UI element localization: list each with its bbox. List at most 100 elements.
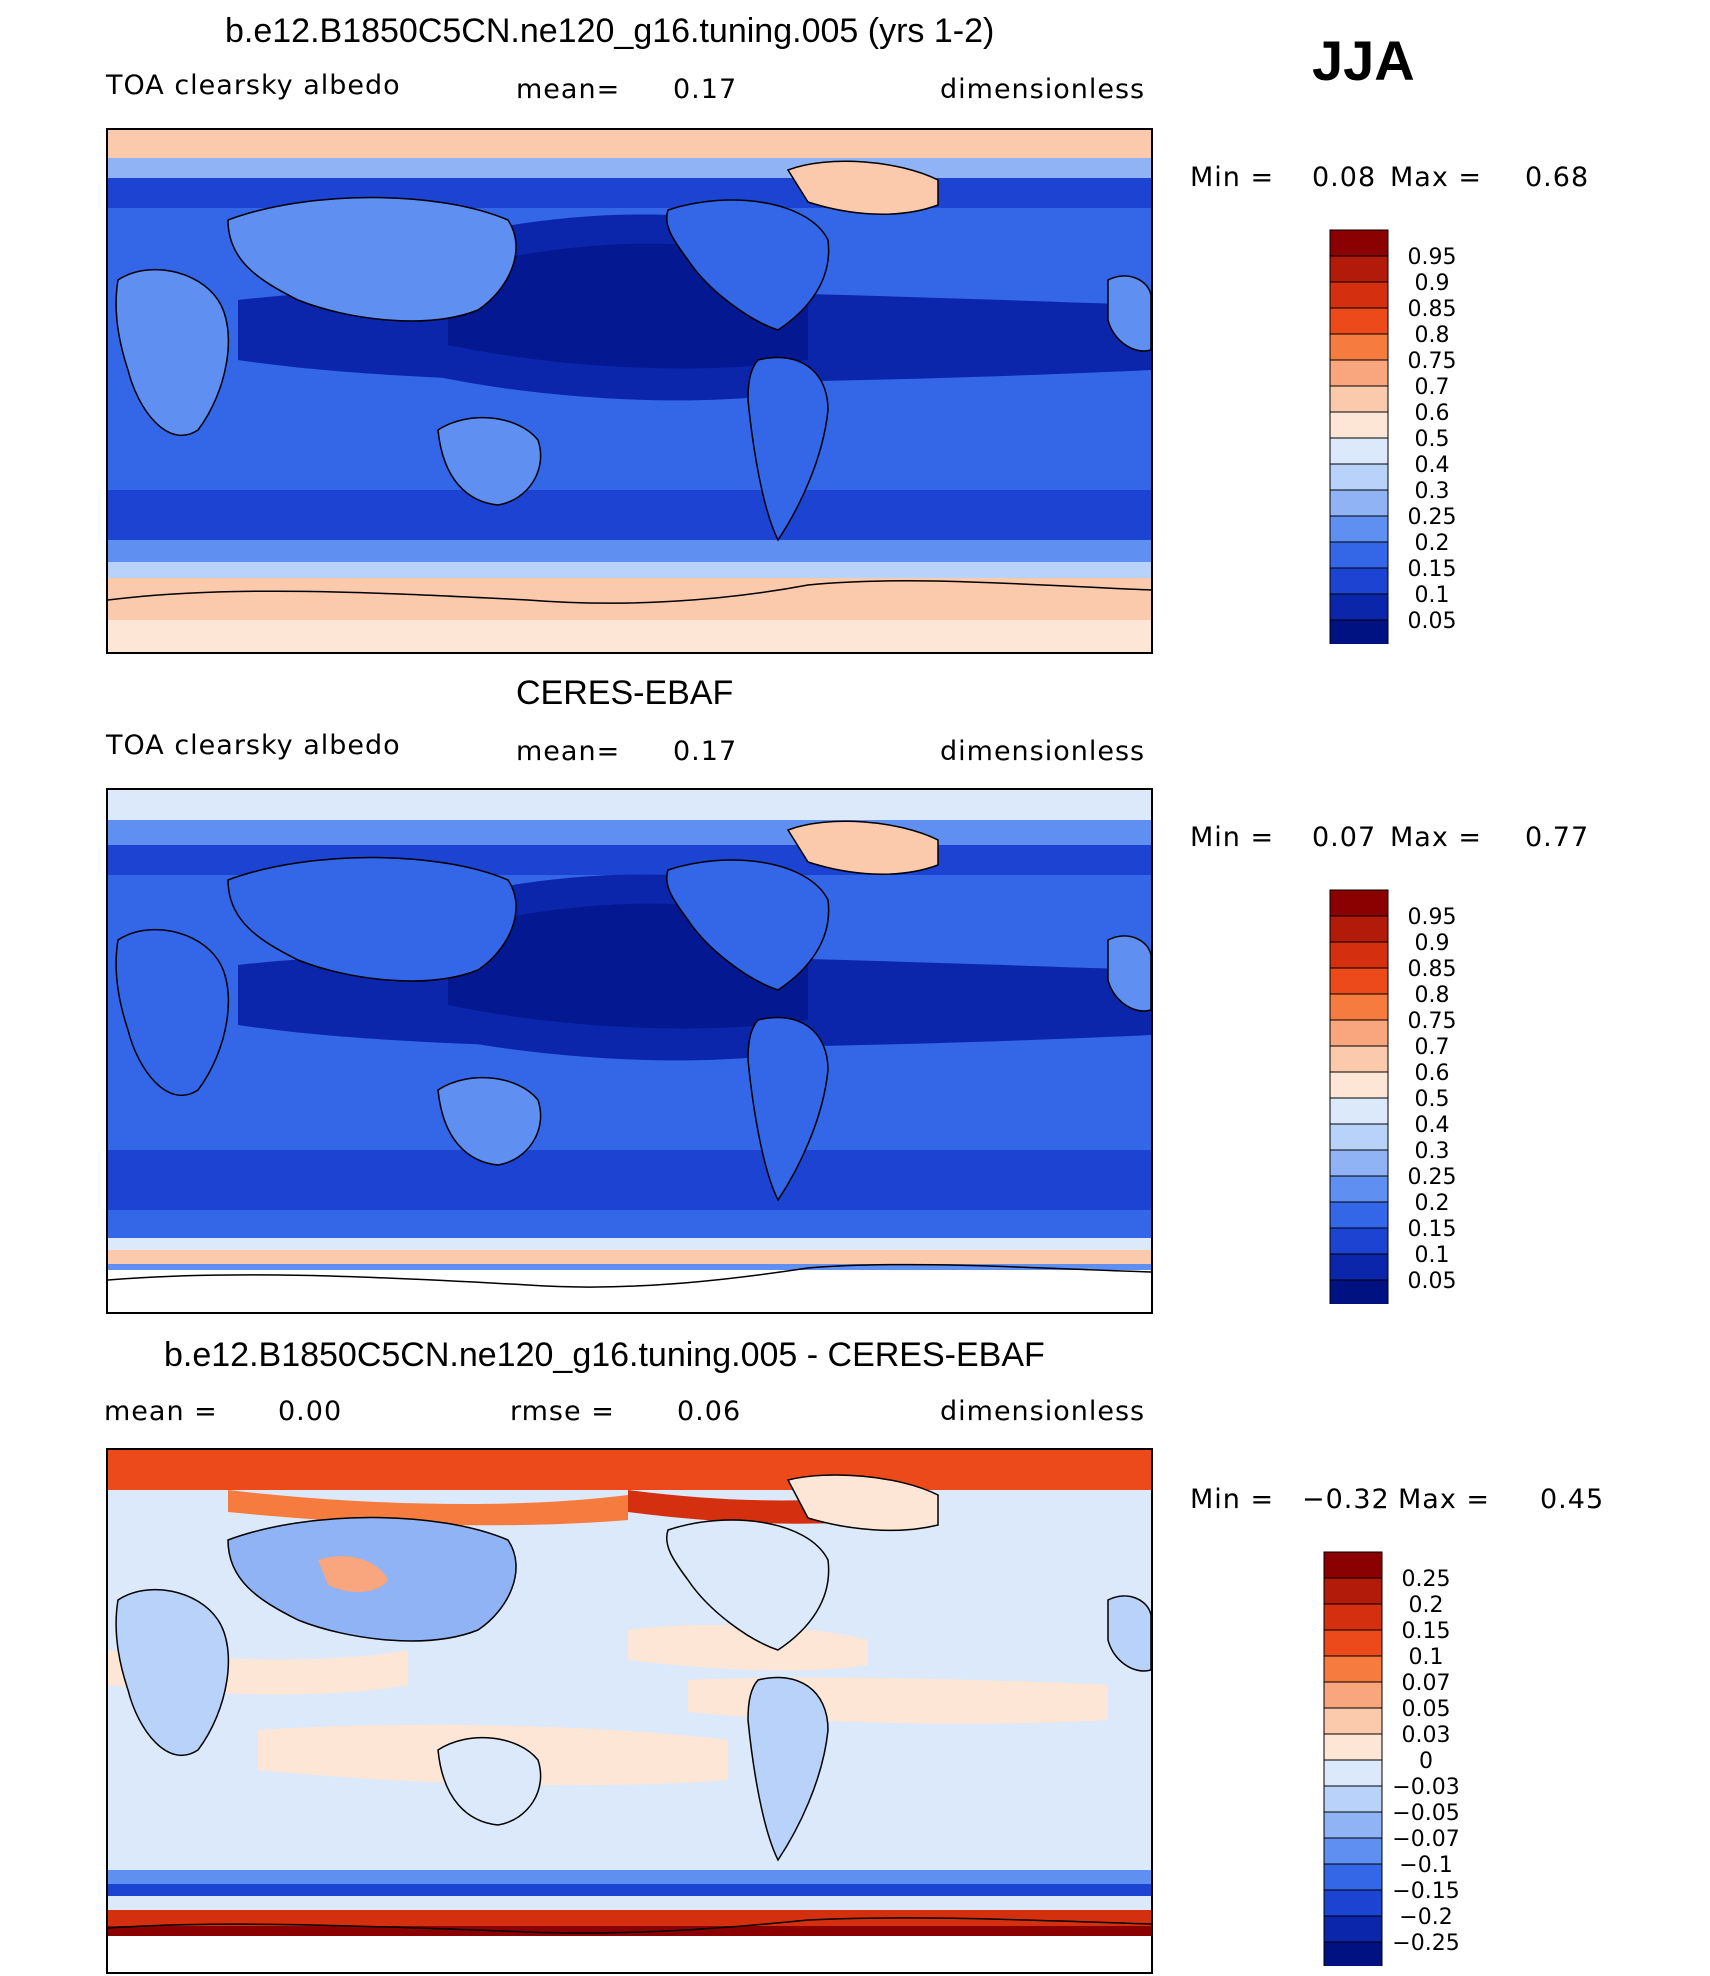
panel-2-min-value: 0.07 xyxy=(1312,822,1377,853)
colorbar-tick-label: 0.7 xyxy=(1415,1035,1450,1060)
panel-1-map xyxy=(106,128,1153,654)
panel-1-map-plot xyxy=(107,130,1152,652)
panel-2-max-value: 0.77 xyxy=(1525,822,1590,853)
colorbar-tick-label: 0.3 xyxy=(1415,1139,1450,1164)
colorbar-swatch xyxy=(1329,463,1389,491)
panel-1-title: b.e12.B1850C5CN.ne120_g16.tuning.005 (yr… xyxy=(225,12,995,50)
colorbar-tick-label: 0.8 xyxy=(1415,983,1450,1008)
colorbar-swatch xyxy=(1329,307,1389,335)
colorbar-swatch xyxy=(1329,941,1389,969)
colorbar-swatch xyxy=(1329,255,1389,283)
colorbar-tick-label: 0.8 xyxy=(1415,323,1450,348)
colorbar-swatch xyxy=(1323,1629,1383,1657)
colorbar-swatch xyxy=(1323,1915,1383,1943)
colorbar-swatch xyxy=(1329,1149,1389,1177)
panel-3-rmse-value: 0.06 xyxy=(677,1396,742,1427)
colorbar-tick-label: 0.05 xyxy=(1402,1697,1451,1722)
colorbar-swatch xyxy=(1329,1227,1389,1255)
colorbar-swatch xyxy=(1329,541,1389,569)
colorbar-swatch xyxy=(1329,1071,1389,1099)
colorbar-swatch xyxy=(1329,1045,1389,1073)
colorbar-tick-label: 0.4 xyxy=(1415,453,1450,478)
panel-2-map-plot xyxy=(107,790,1152,1312)
colorbar-swatch xyxy=(1323,1759,1383,1787)
panel-1-units: dimensionless xyxy=(940,74,1146,105)
colorbar-swatch xyxy=(1329,619,1389,644)
colorbar-tick-label: 0.85 xyxy=(1408,297,1457,322)
colorbar-tick-label: 0.07 xyxy=(1402,1671,1451,1696)
colorbar-tick-label: −0.05 xyxy=(1392,1801,1459,1826)
panel-2-min-label: Min = xyxy=(1190,822,1275,853)
colorbar-swatch xyxy=(1323,1707,1383,1735)
colorbar-swatch xyxy=(1323,1863,1383,1891)
colorbar-tick-label: 0.9 xyxy=(1415,931,1450,956)
colorbar-swatch xyxy=(1329,437,1389,465)
colorbar-swatch xyxy=(1329,915,1389,943)
colorbar-swatch xyxy=(1329,593,1389,621)
colorbar-tick-label: 0.15 xyxy=(1408,1217,1457,1242)
colorbar-tick-label: −0.1 xyxy=(1399,1853,1452,1878)
colorbar-tick-label: −0.15 xyxy=(1392,1879,1459,1904)
colorbar-tick-label: −0.07 xyxy=(1392,1827,1459,1852)
colorbar-tick-label: 0.9 xyxy=(1415,271,1450,296)
colorbar-tick-label: 0.1 xyxy=(1409,1645,1444,1670)
panel-2-map xyxy=(106,788,1153,1314)
colorbar-tick-label: 0.85 xyxy=(1408,957,1457,982)
colorbar-tick-label: 0.5 xyxy=(1415,1087,1450,1112)
panel-1-variable-label: TOA clearsky albedo xyxy=(106,70,401,101)
panel-3-map-plot xyxy=(107,1450,1152,1972)
colorbar-swatch xyxy=(1323,1785,1383,1813)
colorbar-tick-label: −0.25 xyxy=(1392,1931,1459,1956)
colorbar-swatch xyxy=(1323,1889,1383,1917)
panel-2-mean-label: mean= xyxy=(516,736,621,767)
colorbar-tick-label: 0.25 xyxy=(1402,1567,1451,1592)
colorbar-tick-label: 0.2 xyxy=(1409,1593,1444,1618)
colorbar-tick-label: 0.75 xyxy=(1408,349,1457,374)
panel-3-min-label: Min = xyxy=(1190,1484,1275,1515)
colorbar-tick-label: 0.03 xyxy=(1402,1723,1451,1748)
colorbar-tick-label: 0.3 xyxy=(1415,479,1450,504)
colorbar-swatch xyxy=(1329,1253,1389,1281)
colorbar-tick-label: 0.6 xyxy=(1415,1061,1450,1086)
colorbar-swatch xyxy=(1329,889,1389,917)
colorbar-swatch xyxy=(1323,1655,1383,1683)
colorbar-swatch xyxy=(1329,1279,1389,1304)
colorbar-tick-label: 0.4 xyxy=(1415,1113,1450,1138)
colorbar-swatch xyxy=(1329,1019,1389,1047)
panel-3-map xyxy=(106,1448,1153,1974)
colorbar-swatch xyxy=(1329,333,1389,361)
colorbar-swatch xyxy=(1323,1837,1383,1865)
colorbar-tick-label: 0.05 xyxy=(1408,609,1457,634)
colorbar-swatch xyxy=(1323,1681,1383,1709)
panel-3-mean-label: mean = xyxy=(104,1396,218,1427)
colorbar-swatch xyxy=(1329,1123,1389,1151)
colorbar-tick-label: 0.2 xyxy=(1415,531,1450,556)
panel-1-min-label: Min = xyxy=(1190,162,1275,193)
colorbar-swatch xyxy=(1329,567,1389,595)
panel-3-units: dimensionless xyxy=(940,1396,1146,1427)
panel-2-max-label: Max = xyxy=(1390,822,1483,853)
panel-3-rmse-label: rmse = xyxy=(510,1396,615,1427)
colorbar-swatch xyxy=(1329,359,1389,387)
colorbar-swatch xyxy=(1323,1733,1383,1761)
colorbar-tick-label: 0.15 xyxy=(1408,557,1457,582)
panel-3-title: b.e12.B1850C5CN.ne120_g16.tuning.005 - C… xyxy=(164,1336,1045,1374)
colorbar-swatch xyxy=(1329,1097,1389,1125)
colorbar-tick-label: 0.25 xyxy=(1408,1165,1457,1190)
colorbar-tick-label: 0.05 xyxy=(1408,1269,1457,1294)
panel-3-colorbar: 0.250.20.150.10.070.050.030−0.03−0.05−0.… xyxy=(1323,1551,1460,1966)
panel-1-min-value: 0.08 xyxy=(1312,162,1377,193)
colorbar-swatch xyxy=(1329,229,1389,257)
colorbar-swatch xyxy=(1329,1175,1389,1203)
panel-1-max-label: Max = xyxy=(1390,162,1483,193)
colorbar-tick-label: 0.6 xyxy=(1415,401,1450,426)
panel-3-mean-value: 0.00 xyxy=(278,1396,343,1427)
colorbar-tick-label: 0.1 xyxy=(1415,1243,1450,1268)
panel-2-mean-value: 0.17 xyxy=(673,736,738,767)
colorbar-tick-label: 0.95 xyxy=(1408,905,1457,930)
colorbar-swatch xyxy=(1329,489,1389,517)
panel-1-max-value: 0.68 xyxy=(1525,162,1590,193)
panel-2-title: CERES-EBAF xyxy=(516,674,734,712)
colorbar-swatch xyxy=(1323,1941,1383,1966)
panel-1-mean-label: mean= xyxy=(516,74,621,105)
